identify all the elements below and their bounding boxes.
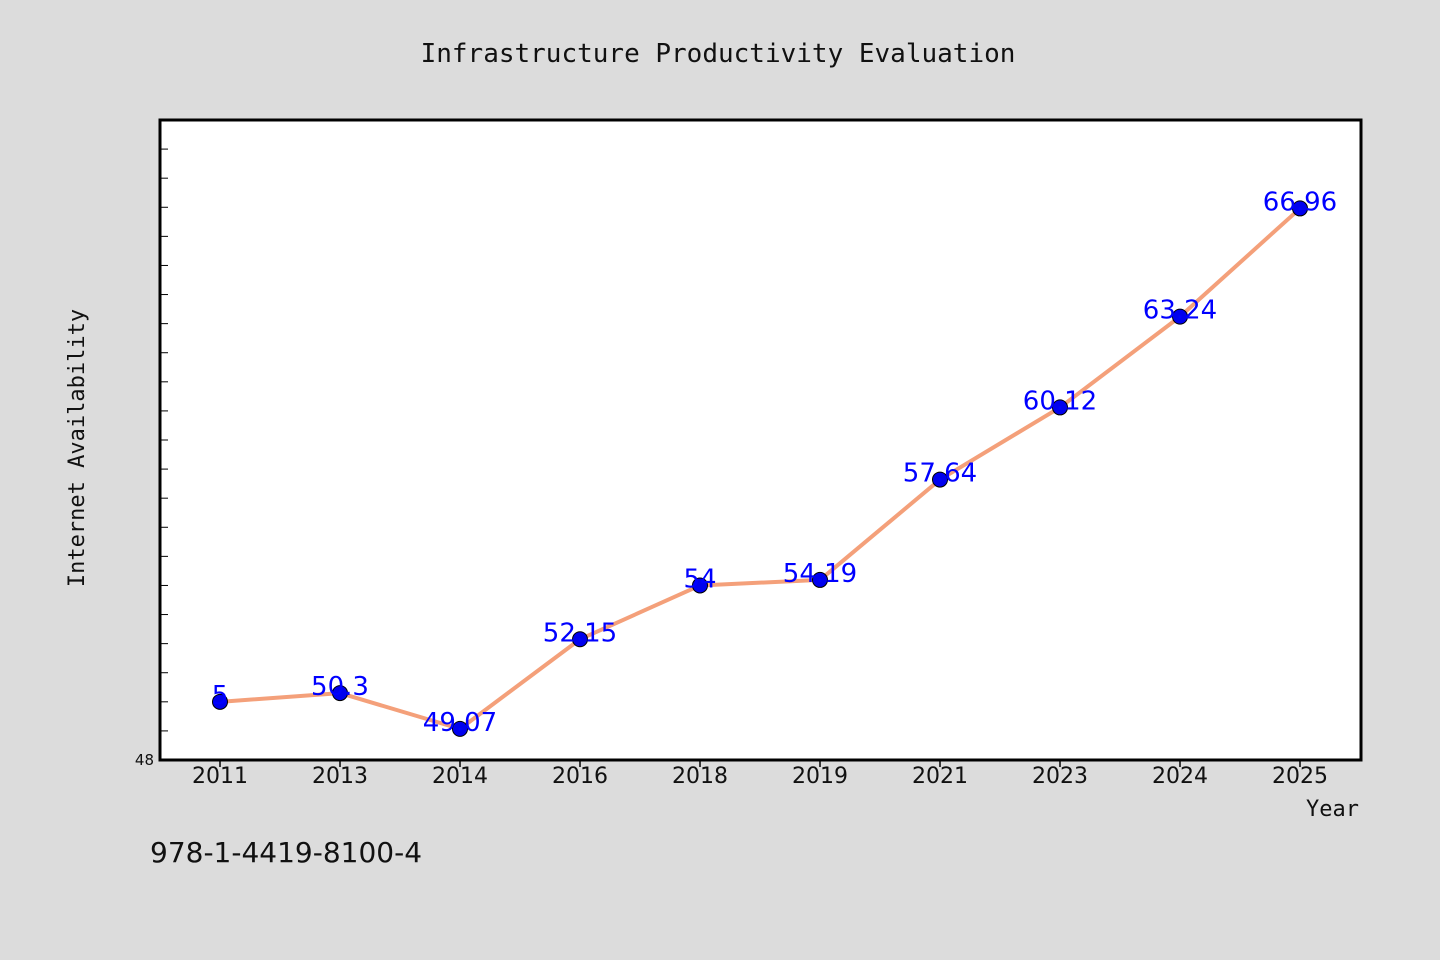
x-tick-label: 2013 [312,764,368,789]
data-label: 54.19 [783,559,857,589]
x-axis-ticks: 2011 2013 2014 2016 2018 2019 2021 2023 2024 2025 [192,760,1328,789]
x-tick-label: 2018 [672,764,728,789]
x-tick-label: 2021 [912,764,968,789]
isbn-footer: 978-1-4419-8100-4 [150,836,422,869]
data-point [212,693,228,710]
series-line-group [219,206,1302,731]
data-label: 50.3 [311,672,369,702]
x-tick-label: 2024 [1152,764,1208,789]
x-tick-label: 2019 [792,764,848,789]
chart-title: Infrastructure Productivity Evaluation [421,39,1016,69]
data-point [692,577,708,594]
data-point [1292,200,1308,217]
y-axis-title: Internet Availability [65,309,90,587]
data-point [452,720,468,737]
data-point [332,685,348,702]
data-point [572,631,588,648]
data-label: 54 [683,564,716,594]
data-point [812,571,828,588]
data-point [932,471,948,488]
data-label: 66.96 [1263,187,1337,217]
data-labels: 5 50.3 49.07 52.15 54 54.19 57.64 60.12 63.24 66.… [212,187,1337,737]
data-label: 60.12 [1023,386,1097,416]
y-tick-label: 48 [135,751,154,769]
data-points [212,200,1308,737]
x-tick-label: 2011 [192,764,248,789]
data-point [1172,308,1188,325]
y-axis-ticks: 48 [135,148,168,769]
data-label: 63.24 [1143,296,1217,326]
data-label: 49.07 [423,708,497,738]
x-tick-label: 2014 [432,764,488,789]
data-label: 57.64 [903,459,977,489]
series-line [219,206,1302,731]
data-label: 52.15 [543,618,617,648]
data-label: 5 [212,681,229,711]
x-tick-label: 2016 [552,764,608,789]
x-axis-title: Year [1306,797,1359,822]
data-point [1052,399,1068,416]
plot-area [158,118,1363,762]
x-tick-label: 2023 [1032,764,1088,789]
x-tick-label: 2025 [1272,764,1328,789]
